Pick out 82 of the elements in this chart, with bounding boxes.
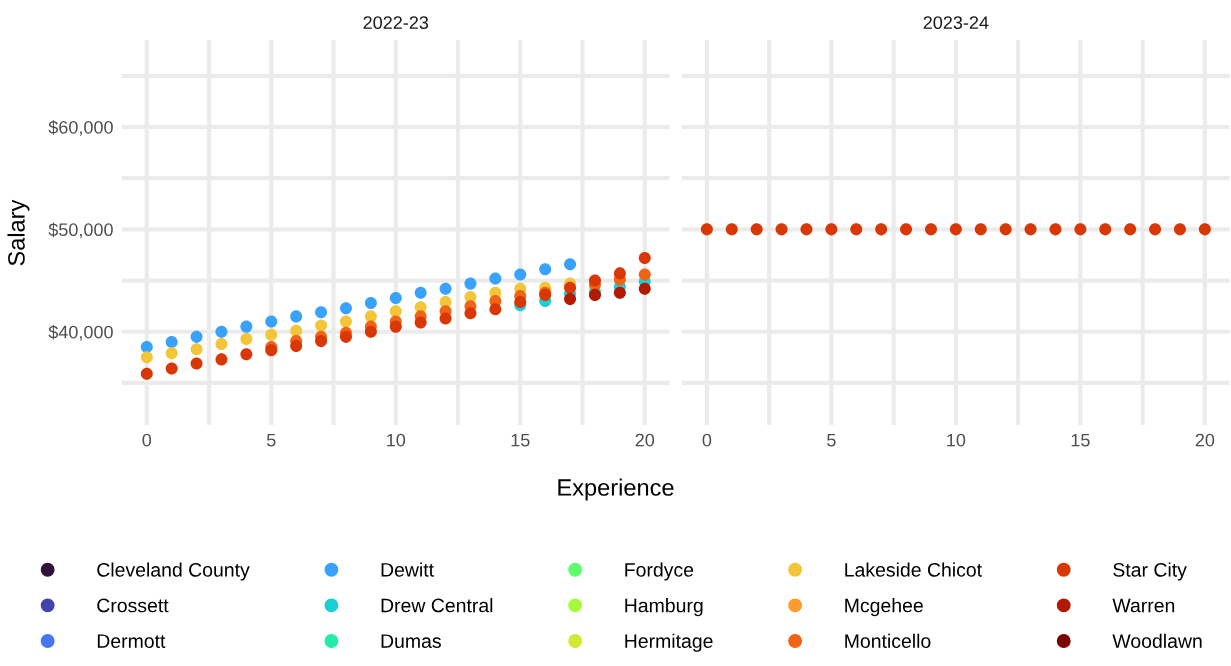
x-tick-label: 15 [1071, 433, 1090, 447]
point [190, 330, 203, 343]
point [514, 268, 527, 281]
x-tick-label: 20 [1195, 433, 1215, 447]
point [364, 310, 377, 323]
point [638, 268, 651, 281]
x-axis-title: Experience [558, 478, 674, 501]
legend-label: Fordyce [625, 562, 694, 581]
point [638, 252, 651, 265]
legend-label: Dumas [381, 634, 441, 648]
point [315, 306, 328, 319]
legend-label: Monticello [845, 633, 931, 648]
legend-label: Lakeside Chicot [845, 562, 982, 577]
point [165, 335, 178, 348]
legend-label: Dermott [97, 634, 166, 648]
point [190, 343, 203, 356]
chart-title: 2022-23 [363, 16, 429, 30]
x-tick-label: 10 [387, 433, 406, 447]
point [240, 320, 253, 333]
legend-label: Mcgehee [845, 598, 923, 617]
legend-label: Hermitage [625, 633, 713, 652]
x-tick-label: 15 [511, 433, 530, 447]
point [240, 348, 253, 361]
point [165, 362, 178, 375]
x-tick-label: 0 [142, 433, 152, 447]
legend-label: Dewitt [381, 562, 434, 577]
point [140, 351, 153, 364]
point [389, 291, 402, 304]
y-tick-label: $50,000 [48, 222, 113, 239]
point [215, 353, 228, 366]
point [439, 282, 452, 295]
legend-label: Star City [1113, 562, 1187, 581]
point [290, 324, 303, 337]
point [564, 258, 577, 271]
point [414, 316, 427, 329]
point [165, 347, 178, 360]
point [414, 286, 427, 299]
x-tick-label: 20 [635, 433, 655, 447]
point [539, 263, 552, 276]
legend-label: Warren [1112, 598, 1175, 613]
legend-label: Drew Central [381, 598, 493, 613]
x-tick-label: 0 [702, 433, 712, 447]
legend-label: Crossett [97, 598, 169, 613]
legend-label: Hamburg [625, 598, 703, 617]
point [364, 325, 377, 338]
x-tick-label: 10 [947, 433, 966, 447]
x-tick-label: 5 [827, 433, 836, 447]
point [315, 319, 328, 332]
point [638, 282, 651, 295]
point [265, 328, 278, 341]
chart-title: 2023-24 [923, 16, 989, 30]
point [464, 307, 477, 320]
point [464, 277, 477, 290]
legend-label: Cleveland County [97, 562, 250, 581]
point [339, 315, 352, 328]
point [564, 281, 577, 294]
point [364, 297, 377, 310]
y-axis-title: Salary [7, 199, 30, 266]
point [290, 310, 303, 323]
x-tick-label: 5 [266, 433, 276, 447]
point [389, 305, 402, 318]
point [613, 286, 626, 299]
point [339, 330, 352, 343]
point [215, 338, 228, 351]
point [290, 340, 303, 353]
point [588, 274, 601, 287]
y-tick-label: $60,000 [48, 120, 113, 136]
point [489, 272, 502, 285]
point [489, 303, 502, 316]
point [240, 332, 253, 345]
point [613, 267, 626, 280]
point [265, 315, 278, 328]
point [339, 302, 352, 315]
point [215, 325, 228, 338]
point [389, 320, 402, 333]
legend-label: Woodlawn [1112, 633, 1202, 648]
y-tick-label: $40,000 [48, 324, 113, 341]
point [140, 367, 153, 380]
point [315, 334, 328, 347]
point [564, 292, 577, 305]
point [439, 312, 452, 325]
point [190, 357, 203, 370]
